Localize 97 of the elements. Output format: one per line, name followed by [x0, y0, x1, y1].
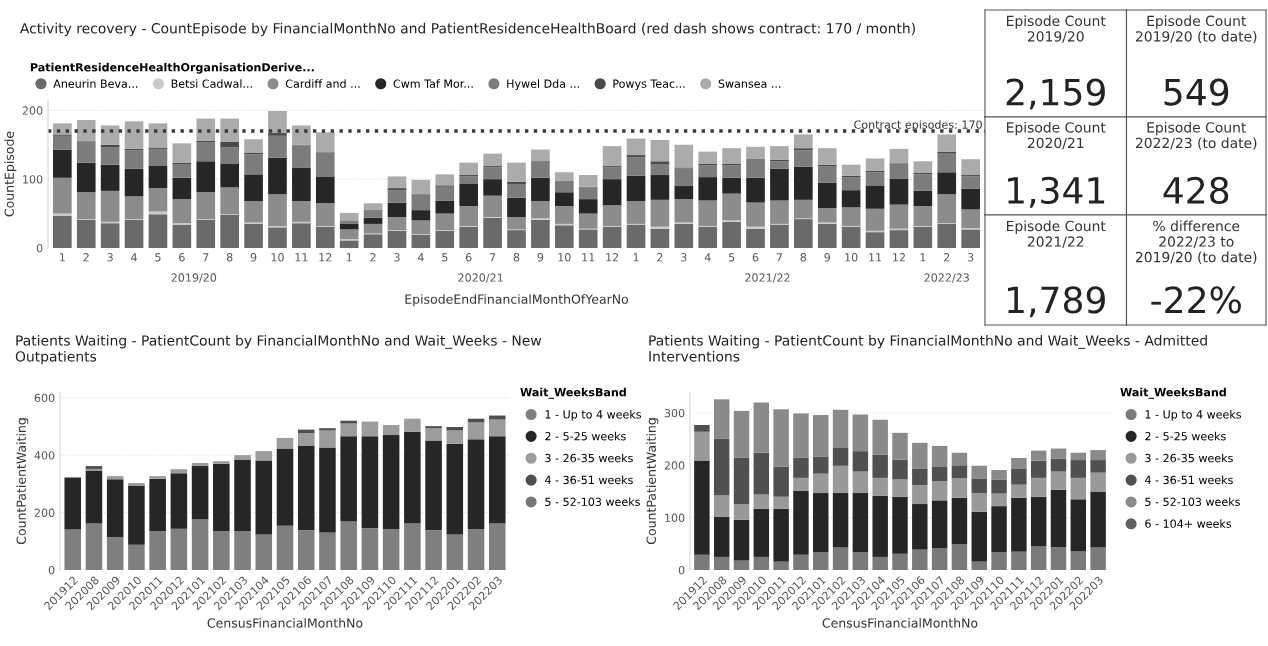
x-tick-label: 2 [370, 253, 376, 262]
x-tick-label: 3 [681, 253, 687, 262]
x-tick-label: 12 [319, 253, 332, 262]
chart-title: Activity recovery - CountEpisode by FinancialMonthNo and PatientResidenceHealthBoard (red dash shows contract: 170 / month) [20, 22, 915, 37]
text: Episode Count 2022/23 (to date) [1135, 121, 1257, 150]
y-tick-label: 200 [664, 461, 685, 470]
x-tick-label: 8 [226, 253, 233, 262]
legend-label: Betsi Cadwal... [171, 79, 252, 88]
legend-label: 4 - 36-51 weeks [1144, 475, 1233, 485]
x-axis-title: CensusFinancialMonthNo [207, 618, 363, 628]
legend-label: Swansea ... [718, 79, 781, 88]
x-tick-label: 2 [657, 253, 663, 262]
legend-label: 1 - Up to 4 weeks [1145, 409, 1242, 421]
legend-label: 5 - 52-103 weeks [545, 497, 640, 506]
text: 1,789 [1008, 286, 1105, 318]
x-tick-label: 11 [582, 253, 595, 262]
text: 2019/20 [171, 273, 217, 283]
x-tick-label: 10 [845, 253, 858, 262]
legend-label: 3 - 26-35 weeks [1145, 453, 1233, 463]
text: Episode Count 2019/20 (to date) [1135, 15, 1257, 44]
text: 2,159 [1006, 78, 1105, 110]
legend-label: 5 - 52-103 weeks [1145, 497, 1240, 506]
y-tick-label: 0 [48, 565, 55, 575]
text: 428 [1163, 176, 1229, 205]
x-axis-title: EpisodeEndFinancialMonthOfYearNo [405, 294, 629, 307]
x-tick-label: 3 [967, 253, 974, 262]
x-tick-label: 4 [704, 253, 711, 262]
x-tick-label: 12 [606, 253, 619, 262]
x-tick-label: 2 [83, 253, 89, 262]
x-tick-label: 11 [295, 253, 308, 262]
x-tick-label: 6 [465, 253, 472, 262]
x-tick-label: 12 [893, 253, 905, 262]
x-tick-label: 9 [250, 253, 257, 262]
legend-label: Powys Teac... [613, 79, 685, 90]
legend-label: Aneurin Beva... [53, 79, 138, 88]
legend-label: 2 - 5-25 weeks [545, 431, 626, 441]
y-tick-label: 300 [664, 408, 685, 418]
x-tick-label: 3 [107, 253, 113, 262]
text: 2020/21 [458, 273, 503, 283]
x-tick-label: 1 [633, 253, 639, 262]
x-tick-label: 2 [944, 253, 950, 262]
legend-label: 1 - Up to 4 weeks [545, 409, 642, 421]
text: Episode Count 2019/20 [1007, 15, 1106, 43]
legend-label: 2 - 5-25 weeks [1145, 431, 1226, 441]
x-tick-label: 1 [60, 253, 65, 262]
x-tick-label: 11 [869, 253, 882, 262]
chart-title: Patients Waiting - PatientCount by FinancialMonthNo and Wait_Weeks - Admitted Interventions [649, 334, 1207, 362]
x-tick-label: 5 [442, 253, 448, 262]
y-tick-label: 0 [678, 565, 685, 575]
x-tick-label: 4 [131, 253, 137, 262]
x-tick-label: 8 [800, 253, 807, 262]
legend-label: Cwm Taf Mor... [393, 79, 473, 88]
legend-title: PatientResidenceHealthOrganisationDerive... [30, 62, 314, 74]
y-tick-label: 100 [23, 175, 43, 184]
text: Episode Count 2020/21 [1007, 121, 1106, 150]
x-tick-label: 5 [728, 253, 735, 262]
text: 549 [1164, 78, 1229, 106]
y-axis-title: CountEpisode [4, 131, 17, 217]
x-tick-label: 10 [271, 253, 284, 262]
y-tick-label: 200 [22, 106, 43, 115]
x-tick-label: 1 [346, 253, 352, 262]
x-tick-label: 7 [776, 253, 783, 262]
text: 2021/22 [745, 273, 790, 283]
legend-label: 3 - 26-35 weeks [545, 453, 633, 463]
x-tick-label: 6 [179, 253, 185, 262]
y-tick-label: 600 [34, 393, 55, 403]
x-tick-label: 5 [155, 253, 161, 262]
x-tick-label: 3 [394, 253, 400, 262]
x-tick-label: 7 [489, 253, 496, 262]
x-axis-title: CensusFinancialMonthNo [822, 618, 978, 628]
x-tick-label: 8 [513, 253, 520, 262]
y-tick-label: 200 [34, 508, 55, 517]
legend-label: Cardiff and ... [285, 79, 360, 88]
y-tick-label: 100 [665, 513, 685, 523]
chart-title: Patients Waiting - PatientCount by FinancialMonthNo and Wait_Weeks - New Outpatients [15, 334, 542, 365]
text: 1,341 [1008, 176, 1105, 208]
text: Episode Count 2021/22 [1007, 220, 1106, 248]
y-axis-title: CountPatientWaiting [16, 418, 29, 545]
x-tick-label: 6 [752, 253, 759, 262]
legend-label: 6 - 104+ weeks [1145, 519, 1232, 528]
x-tick-label: 9 [537, 253, 544, 262]
legend-title: Wait_WeeksBand [520, 387, 626, 399]
legend-label: 4 - 36-51 weeks [544, 475, 633, 485]
text: % difference 2022/23 to 2019/20 (to date) [1135, 220, 1257, 264]
text: -22% [1151, 286, 1241, 314]
x-tick-label: 1 [920, 253, 926, 262]
x-tick-label: 7 [203, 253, 209, 262]
x-tick-label: 4 [417, 253, 424, 262]
ref-line-label: Contract episodes: 170 [854, 120, 982, 131]
x-tick-label: 10 [558, 253, 571, 262]
x-tick-label: 9 [824, 253, 830, 262]
legend-title: Wait_WeeksBand [1120, 387, 1226, 399]
legend-label: Hywel Dda ... [507, 79, 579, 90]
text: 2022/23 [924, 273, 969, 283]
y-tick-label: 400 [34, 451, 55, 460]
y-axis-title: CountPatientWaiting [646, 418, 659, 545]
y-tick-label: 0 [36, 243, 43, 253]
